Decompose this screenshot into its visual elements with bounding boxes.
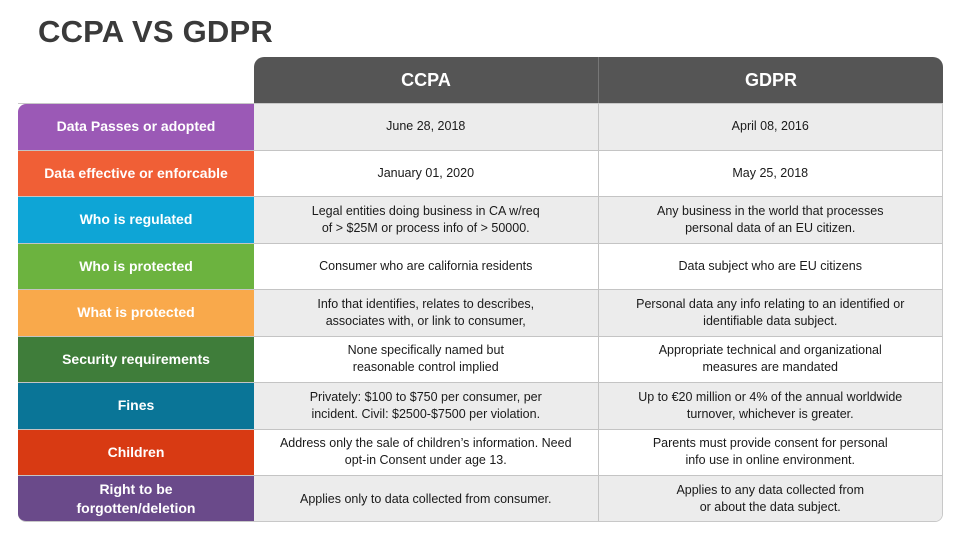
table-row: Who is protected Consumer who are califor…	[18, 243, 942, 290]
comparison-table: CCPA GDPR Data Passes or adopted June 28,…	[18, 57, 943, 522]
gdpr-cell: Personal data any info relating to an id…	[597, 290, 942, 336]
table-header: CCPA GDPR	[254, 57, 943, 103]
ccpa-cell: Applies only to data collected from cons…	[254, 476, 598, 521]
gdpr-cell: Any business in the world that processes…	[597, 197, 942, 243]
gdpr-cell: Appropriate technical and organizational…	[597, 336, 942, 382]
ccpa-cell: Address only the sale of children’s info…	[254, 429, 598, 475]
ccpa-cell: None specifically named but reasonable c…	[254, 336, 598, 382]
column-header-ccpa: CCPA	[401, 69, 451, 90]
gdpr-cell: May 25, 2018	[597, 150, 942, 196]
table-row: What is protected Info that identifies, r…	[18, 290, 942, 337]
row-label: Data Passes or adopted	[18, 104, 254, 150]
ccpa-cell: Consumer who are california residents	[254, 243, 598, 289]
gdpr-cell: Data subject who are EU citizens	[597, 243, 942, 289]
gdpr-cell: Parents must provide consent for persona…	[597, 429, 942, 475]
table-row: Who is regulated Legal entities doing bus…	[18, 197, 942, 244]
row-label: Children	[18, 429, 254, 475]
row-label: Data effective or enforcable	[18, 150, 254, 196]
gdpr-cell: Applies to any data collected from or ab…	[597, 476, 942, 521]
page-title: CCPA VS GDPR	[38, 14, 273, 49]
column-header-gdpr: GDPR	[598, 57, 943, 103]
row-label: Who is protected	[18, 243, 254, 289]
table-row: Data Passes or adopted June 28, 2018 April…	[18, 104, 942, 151]
row-label: Fines	[18, 383, 254, 429]
table-row: Right to be forgotten/deletion Applies on…	[18, 476, 942, 521]
row-label: What is protected	[18, 290, 254, 336]
ccpa-cell: June 28, 2018	[254, 104, 598, 150]
row-label: Right to be forgotten/deletion	[18, 476, 254, 521]
table-row: Data effective or enforcable January 01, …	[18, 150, 942, 197]
gdpr-cell: Up to €20 million or 4% of the annual wo…	[597, 383, 942, 429]
row-label: Security requirements	[18, 336, 254, 382]
ccpa-cell: Info that identifies, relates to describ…	[254, 290, 598, 336]
table-row: Fines Privately: $100 to $750 per consume…	[18, 383, 942, 430]
table-row: Children Address only the sale of childre…	[18, 429, 942, 476]
row-label: Who is regulated	[18, 197, 254, 243]
gdpr-cell: April 08, 2016	[597, 104, 942, 150]
table-row: Security requirements None specifically n…	[18, 336, 942, 383]
ccpa-cell: Privately: $100 to $750 per consumer, pe…	[254, 383, 598, 429]
table-body: Data Passes or adopted June 28, 2018 April…	[18, 103, 943, 522]
ccpa-cell: January 01, 2020	[254, 150, 598, 196]
ccpa-cell: Legal entities doing business in CA w/re…	[254, 197, 598, 243]
